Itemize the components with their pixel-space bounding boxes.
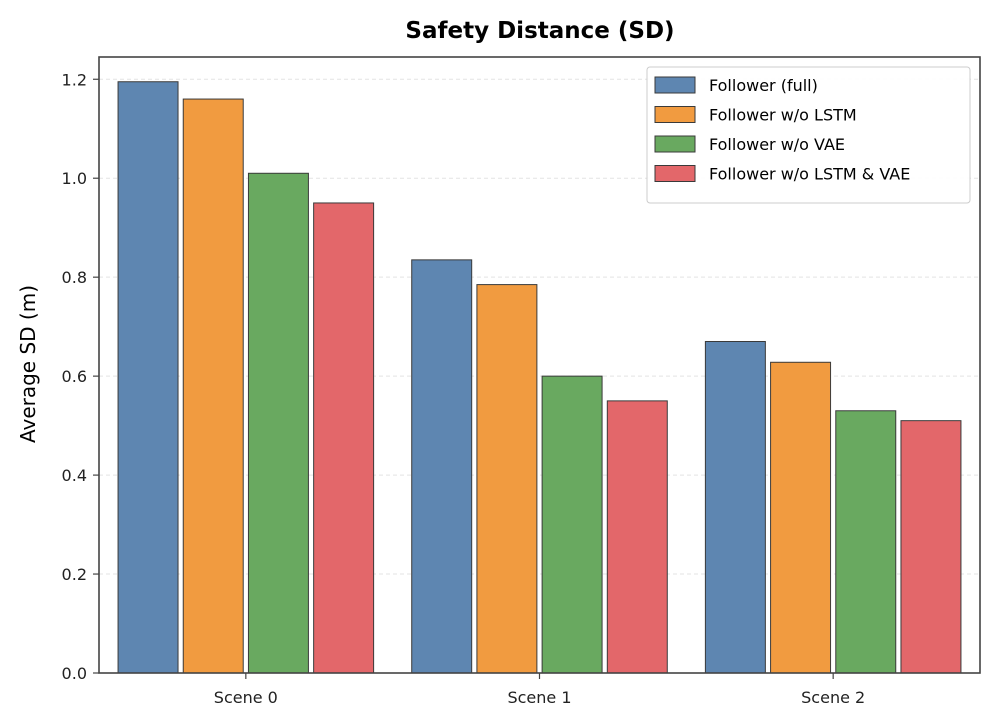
y-tick-label: 0.4 bbox=[62, 466, 87, 485]
plot-frame bbox=[98, 56, 981, 674]
y-tick-label: 0.0 bbox=[62, 664, 87, 683]
y-tick-label: 0.6 bbox=[62, 367, 87, 386]
bar bbox=[541, 375, 603, 674]
y-tick-label: 1.0 bbox=[62, 169, 87, 188]
y-tick-label: 0.2 bbox=[62, 565, 87, 584]
bar bbox=[182, 98, 244, 674]
x-tick-label: Scene 0 bbox=[214, 688, 278, 707]
legend-swatch bbox=[654, 135, 696, 153]
bar bbox=[900, 420, 962, 674]
bar bbox=[411, 259, 473, 674]
legend-swatch bbox=[654, 106, 696, 123]
legend-label: Follower w/o LSTM bbox=[709, 106, 857, 125]
legend-swatch bbox=[654, 165, 696, 182]
legend-label: Follower (full) bbox=[709, 76, 818, 95]
bar bbox=[117, 81, 179, 674]
legend: Follower (full) Follower w/o LSTM Follower… bbox=[646, 66, 971, 204]
chart-title: Safety Distance (SD) bbox=[405, 18, 674, 44]
x-tick-label: Scene 2 bbox=[801, 688, 865, 707]
y-tick-label: 1.2 bbox=[62, 70, 87, 89]
bar bbox=[247, 172, 309, 674]
legend-label: Follower w/o LSTM & VAE bbox=[709, 165, 910, 184]
axes-layer: 0.0 0.2 0.4 0.6 0.8 1.0 1.2 Scene 0 Scene 1 Scene… bbox=[62, 56, 981, 707]
bar bbox=[835, 410, 897, 674]
bar bbox=[476, 284, 538, 674]
y-tick-label: 0.8 bbox=[62, 268, 87, 287]
y-axis-label: Average SD (m) bbox=[16, 285, 40, 443]
bars-layer bbox=[117, 81, 962, 674]
bar bbox=[704, 340, 766, 674]
legend-label: Follower w/o VAE bbox=[709, 135, 845, 154]
bar bbox=[770, 361, 832, 674]
bar bbox=[606, 400, 668, 674]
x-tick-label: Scene 1 bbox=[507, 688, 571, 707]
legend-box bbox=[646, 66, 971, 204]
legend-swatch bbox=[654, 76, 696, 94]
bar bbox=[313, 202, 375, 674]
